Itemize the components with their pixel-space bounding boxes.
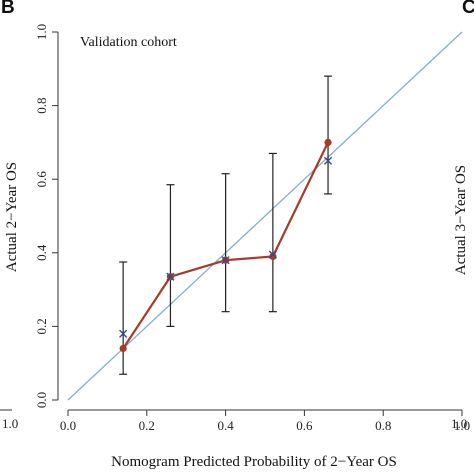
observed-point <box>269 252 277 261</box>
next-panel-x-tick: 1.0 <box>451 416 468 431</box>
x-axis-label: Nomogram Predicted Probability of 2−Year… <box>111 454 397 470</box>
tick-marks: 0.0 0.2 0.4 0.6 0.8 1.0 0.0 0.2 0.4 0.6 0.8 1.0 <box>34 24 470 433</box>
x-tick-label: 0.8 <box>375 418 391 433</box>
x-tick-label: 0.4 <box>217 418 234 433</box>
bias-corrected-marker <box>323 156 333 165</box>
observed-point <box>324 138 332 146</box>
axes <box>0 32 462 411</box>
x-tick-label: 0.6 <box>296 418 313 433</box>
panel-label-b: B <box>1 0 15 18</box>
x-tick-label: 1.0 <box>454 418 470 433</box>
error-bars <box>119 75 333 375</box>
y-axis-label: Actual 2−Year OS <box>4 162 20 272</box>
marker-stroke <box>166 272 175 281</box>
bias-corrected-marker <box>221 256 230 265</box>
y-tick-label: 0.4 <box>34 244 49 261</box>
x-tick-label: 0.0 <box>60 418 76 433</box>
adjacent-panel-x-tick: 1.0 <box>2 416 19 431</box>
y-tick-label: 1.0 <box>34 24 49 40</box>
y-tick-label: 0.8 <box>34 97 49 113</box>
marker-stroke <box>221 256 230 265</box>
y-tick-label: 0.2 <box>34 318 49 334</box>
marker-stroke <box>323 156 333 165</box>
bias-corrected-marker <box>119 329 128 338</box>
chart-title: Validation cohort <box>80 35 177 50</box>
x-tick-label: 0.2 <box>139 418 155 433</box>
bias-corrected-markers <box>119 156 333 338</box>
panel-label-c: C <box>462 0 474 18</box>
y-tick-label: 0.6 <box>34 171 49 188</box>
marker-stroke <box>119 329 128 338</box>
observed-point <box>119 344 127 353</box>
y-tick-label: 0.0 <box>34 392 49 408</box>
bias-corrected-marker <box>268 250 277 259</box>
marker-stroke <box>268 250 277 259</box>
ideal-diagonal-line <box>67 31 463 401</box>
bias-corrected-marker <box>166 272 175 281</box>
ideal-line-group <box>67 31 463 401</box>
